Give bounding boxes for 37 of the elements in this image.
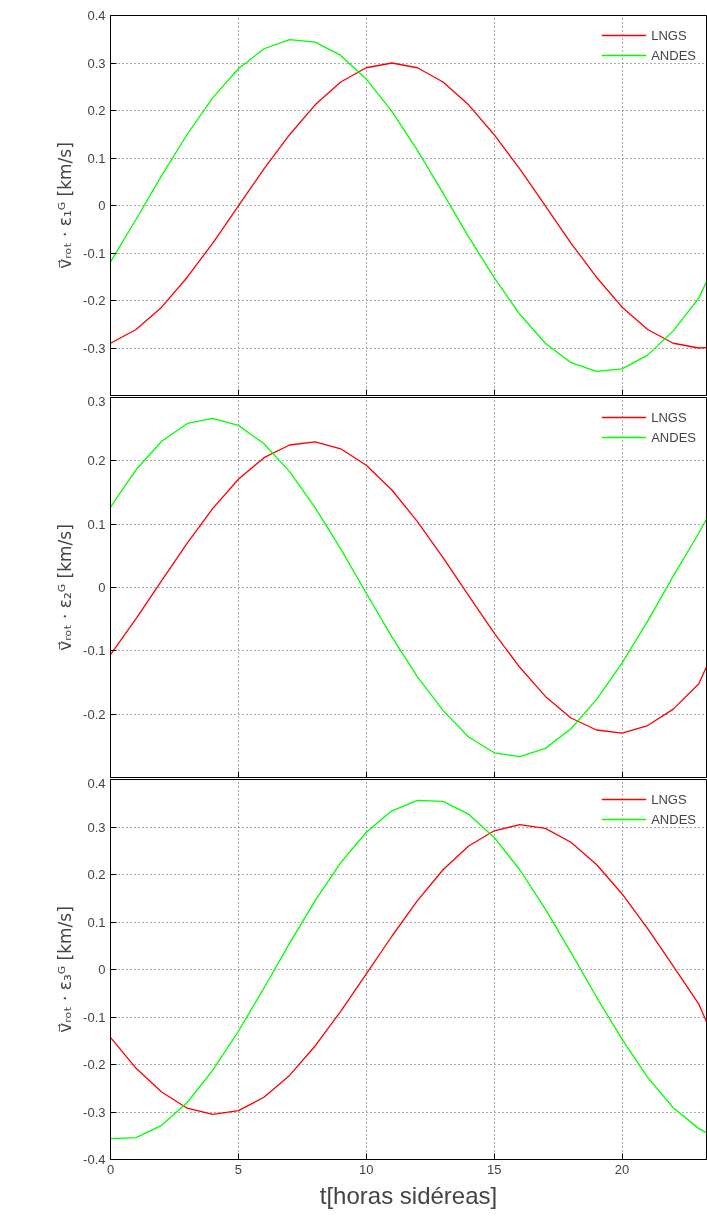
legend-label: LNGS: [651, 791, 687, 807]
y-tick-label: -0.3: [83, 340, 106, 356]
x-axis-title: t[horas sidéreas]: [319, 1181, 498, 1209]
y-tick-label: 0.1: [87, 516, 106, 532]
y-tick-label: 0.3: [87, 55, 106, 71]
legend-label: LNGS: [651, 27, 687, 43]
y-tick-label: -0.2: [83, 706, 106, 722]
y-tick-label: -0.2: [83, 293, 106, 308]
y-tick-label: -0.2: [83, 1057, 106, 1072]
y-axis-title: v⃗ᵣₒₜ · ε₃ᴳ [km/s]: [55, 906, 76, 1033]
x-tick-label: 20: [614, 1161, 630, 1177]
y-axis-title: v⃗ᵣₒₜ · ε₂ᴳ [km/s]: [55, 524, 76, 651]
y-tick-label: 0.3: [87, 393, 106, 409]
legend-label: LNGS: [651, 409, 687, 425]
y-tick-label: 0: [98, 962, 106, 977]
y-tick-label: -0.3: [83, 1104, 106, 1120]
y-tick-label: 0.1: [87, 914, 106, 930]
y-tick-label: 0: [98, 580, 106, 595]
y-tick-label: 0.3: [87, 819, 106, 835]
y-tick-label: 0.2: [87, 453, 106, 469]
legend-label: ANDES: [651, 811, 696, 827]
legend-label: ANDES: [651, 429, 696, 445]
y-tick-label: 0.2: [87, 103, 106, 118]
y-tick-label: -0.1: [83, 643, 106, 659]
y-axis-title: v⃗ᵣₒₜ · ε₁ᴳ [km/s]: [55, 142, 76, 269]
legend-label: ANDES: [651, 47, 696, 63]
y-tick-label: 0.1: [87, 150, 106, 166]
y-tick-label: 0: [98, 198, 106, 213]
y-tick-label: -0.4: [83, 1152, 106, 1167]
y-tick-label: 0.2: [87, 867, 106, 882]
y-tick-label: 0.4: [87, 8, 106, 23]
x-tick-label: 10: [359, 1161, 374, 1177]
x-tick-label: 5: [234, 1161, 243, 1177]
y-tick-label: -0.1: [83, 245, 106, 261]
y-tick-label: -0.1: [83, 1009, 106, 1025]
y-tick-label: 0.4: [87, 775, 106, 791]
x-tick-label: 15: [486, 1161, 502, 1177]
